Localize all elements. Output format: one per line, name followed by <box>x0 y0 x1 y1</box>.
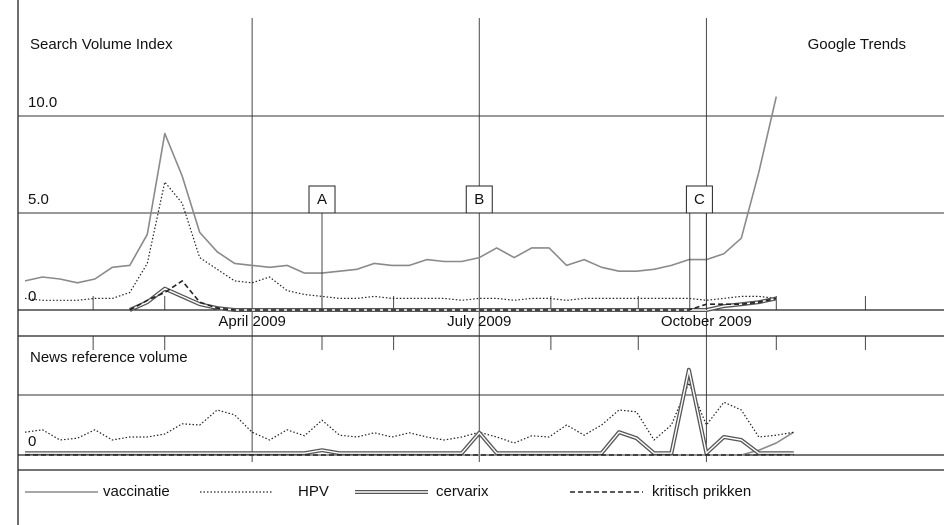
series-line <box>24 382 794 444</box>
y-tick-label: 10.0 <box>28 94 57 111</box>
x-tick-label: October 2009 <box>661 313 752 330</box>
x-tick-label: April 2009 <box>218 313 286 330</box>
legend-label: vaccinatie <box>103 483 170 500</box>
series-line-inner <box>25 369 794 454</box>
y-tick-label: 0 <box>28 433 36 450</box>
series-line <box>24 181 777 301</box>
series-line-inner <box>129 288 777 311</box>
legend-label: kritisch prikken <box>652 483 751 500</box>
y-tick-label: 5.0 <box>28 191 49 208</box>
annotation-box <box>308 185 336 214</box>
news-axis-title: News reference volume <box>30 349 188 366</box>
plot-layer: April 2009 July 2009 October 2009 0 5.0 10.0 0… <box>18 18 944 500</box>
y-tick-label: 0 <box>28 288 36 305</box>
x-tick-label: July 2009 <box>447 313 511 330</box>
annotation-box <box>465 185 493 214</box>
legend-label: cervarix <box>436 483 489 500</box>
annotation-label: B <box>474 191 484 208</box>
annotation-box <box>685 185 713 214</box>
y-axis-title: Search Volume Index <box>30 36 173 53</box>
annotation-label: A <box>317 191 327 208</box>
annotation-label: C <box>694 191 705 208</box>
source-label: Google Trends <box>808 36 906 53</box>
series-line <box>24 96 778 284</box>
legend-label: HPV <box>298 483 329 500</box>
